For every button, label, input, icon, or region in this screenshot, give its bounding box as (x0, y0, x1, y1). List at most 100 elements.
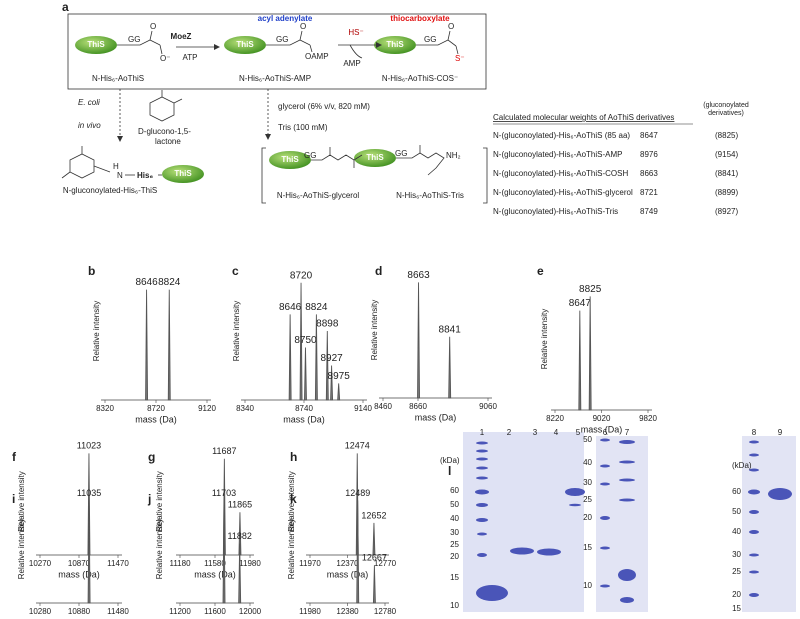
table-cell: N-(gluconoylated)-His₆-AoThiS-AMP (493, 150, 622, 159)
y-axis-label: Relative intensity (17, 519, 26, 579)
x-axis-label: mass (Da) (58, 617, 100, 619)
y-axis-label: Relative intensity (155, 471, 164, 531)
peak-label: 8647 (569, 298, 592, 309)
cofactor: ATP (183, 53, 198, 62)
marker-label: 60 (732, 487, 741, 496)
y-axis-label: Relative intensity (287, 471, 296, 531)
x-tick-label: 11200 (169, 607, 191, 616)
this-tag: ThiS (366, 153, 384, 162)
peak (299, 282, 303, 401)
x-tick-label: 10280 (29, 607, 52, 616)
peak-label: 12667 (362, 553, 387, 563)
gel-images (463, 432, 796, 612)
table-cell: N-(gluconoylated)-His₆-AoThiS-Tris (493, 207, 618, 216)
peak (167, 289, 171, 401)
peak-label: 8824 (158, 277, 181, 288)
table-cell: N-(gluconoylated)-His₆-AoThiS-glycerol (493, 188, 633, 197)
peak-label: 11687 (212, 446, 236, 456)
lane-number: 2 (507, 428, 512, 437)
table-cell: N-(gluconoylated)-His₆-AoThiS-COSH (493, 169, 628, 178)
lane-number: 6 (603, 428, 608, 437)
condition: in vivo (78, 121, 101, 130)
kda-label: (kDa) (732, 461, 752, 470)
peak-label: 12489 (345, 488, 370, 498)
peak-label: 8927 (320, 353, 343, 364)
peak-label: 11703 (212, 488, 236, 498)
atom: O (300, 22, 306, 31)
panel-label: e (537, 264, 544, 278)
panel-label: a (62, 0, 69, 14)
marker-label: 20 (583, 513, 592, 522)
reagent: HS⁻ (348, 28, 363, 37)
x-tick-label: 12780 (374, 607, 397, 616)
atom: NH₂ (446, 151, 461, 160)
panel-label: i (12, 492, 15, 506)
condition: Tris (100 mM) (278, 123, 328, 132)
table-cell: 8749 (640, 207, 658, 216)
x-axis-label: mass (Da) (415, 412, 457, 422)
table-cell: (8927) (715, 207, 738, 216)
x-tick-label: 12370 (336, 559, 359, 568)
table-header: derivatives) (708, 110, 744, 117)
x-tick-label: 11970 (299, 559, 321, 568)
x-tick-label: 8720 (147, 404, 165, 413)
lane-number: 7 (625, 428, 630, 437)
peak-label: 11865 (228, 500, 252, 510)
x-tick-label: 12770 (374, 559, 397, 568)
x-tick-label: 8660 (409, 402, 427, 411)
atom: S⁻ (455, 54, 465, 63)
panel-label: c (232, 264, 239, 278)
panel-label: j (147, 492, 151, 506)
x-tick-label: 9020 (593, 414, 611, 423)
peak (238, 543, 242, 604)
lane-number: 9 (778, 428, 783, 437)
gg: GG (304, 151, 316, 160)
marker-label: 30 (583, 478, 592, 487)
atom: O⁻ (160, 54, 170, 63)
marker-label: 25 (450, 540, 459, 549)
x-axis-label: mass (Da) (194, 569, 236, 579)
compound-name: N-gluconoylated-His₆-ThiS (63, 186, 157, 195)
peak (578, 310, 582, 411)
y-axis-label: Relative intensity (155, 519, 164, 579)
marker-label: 40 (732, 527, 741, 536)
peak (356, 500, 360, 604)
this-ellipses (75, 36, 416, 183)
peak-label: 8824 (305, 302, 328, 313)
compound-name: N-His₆-AoThiS-Tris (396, 191, 464, 200)
marker-label: 30 (450, 528, 459, 537)
this-tag: ThiS (386, 40, 404, 49)
x-tick-label: 8340 (236, 404, 254, 413)
table: N-(gluconoylated)-His₆-AoThiS (85 aa) 864… (493, 131, 738, 216)
reagent-name: D-glucono-1,5- (138, 127, 191, 136)
x-tick-label: 12000 (239, 607, 262, 616)
x-tick-label: 9060 (479, 402, 497, 411)
table-cell: 8721 (640, 188, 658, 197)
lane-number: 1 (480, 428, 485, 437)
kda-label: (kDa) (440, 456, 460, 465)
x-axis-label: mass (Da) (327, 569, 369, 579)
x-axis-label: mass (Da) (581, 424, 623, 434)
compound-name: N-His₆-AoThiS-glycerol (277, 191, 360, 200)
gg: GG (276, 35, 288, 44)
marker-label: 25 (583, 495, 592, 504)
y-axis-label: Relative intensity (17, 471, 26, 531)
peak (314, 314, 318, 401)
table-cell: (9154) (715, 150, 738, 159)
peak-label: 11035 (77, 488, 101, 498)
table-header: (gluconoylated (703, 102, 749, 109)
marker-label: 15 (583, 543, 592, 552)
x-axis-label: mass (Da) (283, 414, 325, 424)
peak-label: 11023 (77, 441, 101, 451)
panel-label: b (88, 264, 95, 278)
marker-label: 50 (732, 507, 741, 516)
gg: GG (424, 35, 436, 44)
peak (222, 500, 226, 604)
peak-label: 8646 (135, 277, 158, 288)
table-cell: (8899) (715, 188, 738, 197)
peak (372, 565, 376, 604)
marker-label: 10 (583, 581, 592, 590)
acyl-adenylate: acyl adenylate (258, 14, 313, 23)
x-tick-label: 8320 (96, 404, 114, 413)
peak (145, 289, 149, 401)
